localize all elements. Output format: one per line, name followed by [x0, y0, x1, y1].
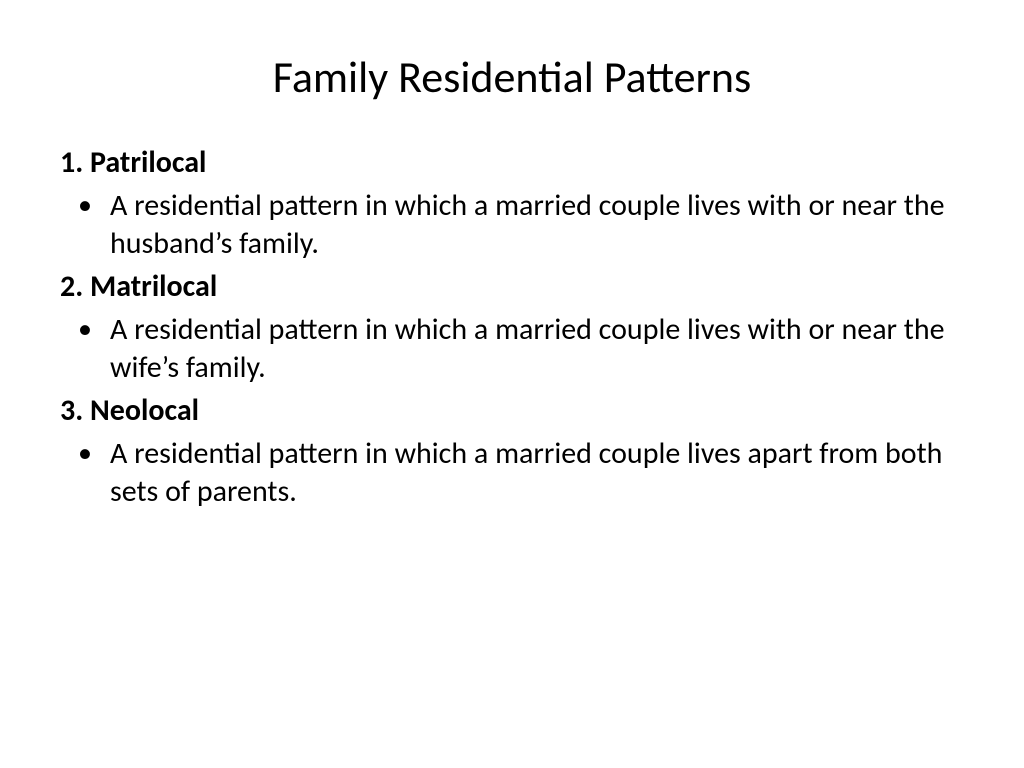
section-header-patrilocal: 1. Patrilocal [60, 144, 974, 181]
section-header-neolocal: 3. Neolocal [60, 392, 974, 429]
bullet-neolocal-description: A residential pattern in which a married… [60, 435, 974, 510]
section-header-matrilocal: 2. Matrilocal [60, 268, 974, 305]
slide-content: 1. Patrilocal A residential pattern in w… [50, 144, 974, 510]
bullet-patrilocal-description: A residential pattern in which a married… [60, 187, 974, 262]
bullet-matrilocal-description: A residential pattern in which a married… [60, 311, 974, 386]
slide-title: Family Residential Patterns [50, 50, 974, 104]
